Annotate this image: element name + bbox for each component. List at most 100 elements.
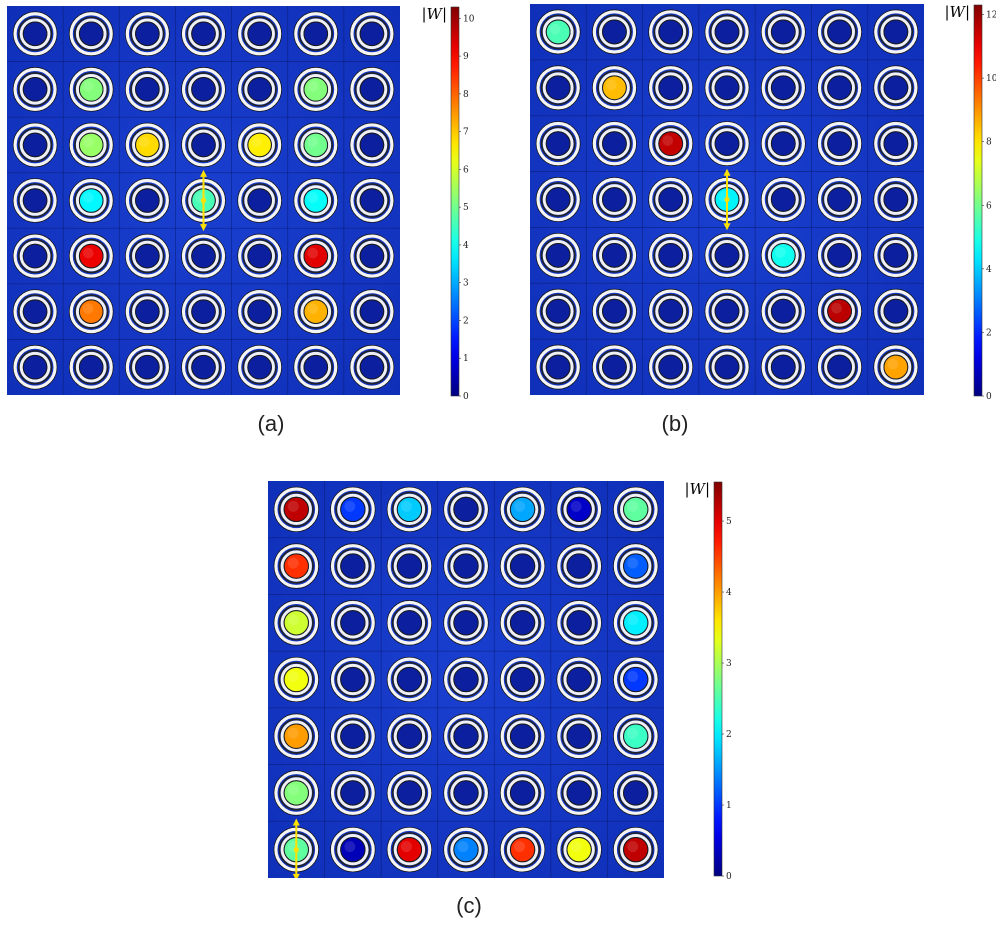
resonator-cell bbox=[349, 178, 395, 223]
colorbar-tick-label: 5 bbox=[726, 517, 732, 527]
resonator-cell bbox=[443, 770, 489, 816]
resonator-cell bbox=[181, 344, 226, 390]
resonator-cell bbox=[648, 344, 694, 390]
resonator-cell bbox=[68, 233, 114, 279]
resonator-cell bbox=[613, 486, 659, 533]
resonator-cell bbox=[499, 770, 546, 816]
resonator-cell bbox=[704, 344, 750, 390]
resonator-cell bbox=[68, 122, 114, 168]
resonator-cell bbox=[592, 232, 637, 278]
resonator-cell bbox=[613, 656, 659, 703]
resonator-cell bbox=[125, 344, 170, 390]
resonator-cell bbox=[592, 9, 637, 55]
colorbar-tick-label: 1 bbox=[726, 801, 732, 811]
colorbar-tick-label: 4 bbox=[726, 588, 732, 598]
resonator-cell bbox=[499, 600, 546, 646]
resonator-cell bbox=[330, 770, 376, 816]
resonator-cell bbox=[125, 67, 170, 112]
colorbar-tick-label: 6 bbox=[463, 165, 469, 175]
panel-b-lattice bbox=[530, 4, 924, 395]
colorbar-tick-label: 2 bbox=[463, 316, 469, 326]
resonator-cell bbox=[330, 543, 376, 589]
resonator-cell bbox=[293, 344, 339, 390]
resonator-cell bbox=[556, 826, 602, 873]
resonator-cell bbox=[443, 600, 489, 646]
resonator-cell bbox=[330, 826, 376, 873]
resonator-cell bbox=[443, 826, 489, 873]
resonator-cell bbox=[873, 65, 919, 111]
colorbar-title: |W| bbox=[421, 5, 447, 23]
resonator-cell bbox=[817, 232, 862, 278]
resonator-cell bbox=[592, 121, 637, 167]
resonator-cell bbox=[760, 177, 806, 222]
resonator-cell bbox=[349, 122, 395, 168]
resonator-cell bbox=[181, 233, 226, 279]
resonator-cell bbox=[613, 826, 659, 873]
resonator-cell bbox=[704, 9, 750, 55]
resonator-cell bbox=[556, 486, 602, 533]
resonator-cell bbox=[237, 233, 282, 279]
resonator-cell bbox=[349, 289, 395, 334]
resonator-cell bbox=[237, 289, 282, 334]
resonator-cell bbox=[386, 600, 433, 646]
resonator-cell bbox=[125, 122, 170, 168]
resonator-cell bbox=[704, 65, 750, 111]
colorbar-gradient bbox=[713, 481, 723, 877]
resonator-cell bbox=[648, 288, 694, 334]
resonator-cell bbox=[648, 121, 694, 167]
resonator-cell bbox=[68, 11, 114, 57]
resonator-cell bbox=[237, 11, 282, 57]
resonator-cell bbox=[648, 65, 694, 111]
resonator-cell bbox=[592, 288, 637, 334]
resonator-cell bbox=[760, 121, 806, 167]
resonator-cell bbox=[535, 232, 581, 278]
colorbar-tick-label: 1 bbox=[463, 354, 469, 364]
resonator-cell bbox=[273, 713, 319, 759]
colorbar-tick-label: 4 bbox=[463, 241, 469, 251]
colorbar-tick-label: 0 bbox=[986, 392, 992, 402]
resonator-cell bbox=[293, 289, 339, 334]
resonator-cell bbox=[273, 600, 319, 646]
resonator-cell bbox=[125, 11, 170, 57]
resonator-cell bbox=[592, 344, 637, 390]
resonator-cell bbox=[349, 11, 395, 57]
colorbar-tick-label: 4 bbox=[986, 265, 992, 275]
resonator-cell bbox=[349, 344, 395, 390]
resonator-cell bbox=[330, 656, 376, 703]
colorbar-gradient bbox=[450, 6, 460, 397]
resonator-cell bbox=[592, 65, 637, 111]
resonator-cell bbox=[443, 656, 489, 703]
colorbar-tick-label: 5 bbox=[463, 203, 469, 213]
panel-c-lattice bbox=[268, 481, 664, 878]
resonator-cell bbox=[68, 67, 114, 112]
resonator-cell bbox=[873, 121, 919, 167]
resonator-cell bbox=[556, 713, 602, 759]
colorbar-tick-label: 9 bbox=[463, 52, 469, 62]
colorbar-gradient bbox=[973, 4, 983, 397]
colorbar-tick-label: 3 bbox=[726, 659, 732, 669]
colorbar-tick-label: 6 bbox=[986, 201, 992, 211]
resonator-cell bbox=[499, 656, 546, 703]
resonator-cell bbox=[386, 656, 433, 703]
resonator-cell bbox=[12, 344, 58, 390]
resonator-cell bbox=[760, 65, 806, 111]
resonator-cell bbox=[68, 289, 114, 334]
resonator-cell bbox=[237, 122, 282, 168]
resonator-cell bbox=[556, 543, 602, 589]
resonator-cell bbox=[760, 9, 806, 55]
resonator-cell bbox=[760, 232, 806, 278]
resonator-cell bbox=[68, 344, 114, 390]
colorbar-tick-label: 8 bbox=[463, 90, 469, 100]
resonator-cell bbox=[499, 826, 546, 873]
resonator-cell bbox=[68, 178, 114, 223]
resonator-cell bbox=[535, 177, 581, 222]
resonator-cell bbox=[443, 713, 489, 759]
resonator-cell bbox=[613, 770, 659, 816]
resonator-cell bbox=[125, 178, 170, 223]
resonator-cell bbox=[535, 121, 581, 167]
resonator-cell bbox=[293, 67, 339, 112]
resonator-cell bbox=[613, 543, 659, 589]
source-arrow bbox=[200, 169, 207, 232]
resonator-cell bbox=[181, 11, 226, 57]
source-arrow bbox=[292, 818, 300, 878]
